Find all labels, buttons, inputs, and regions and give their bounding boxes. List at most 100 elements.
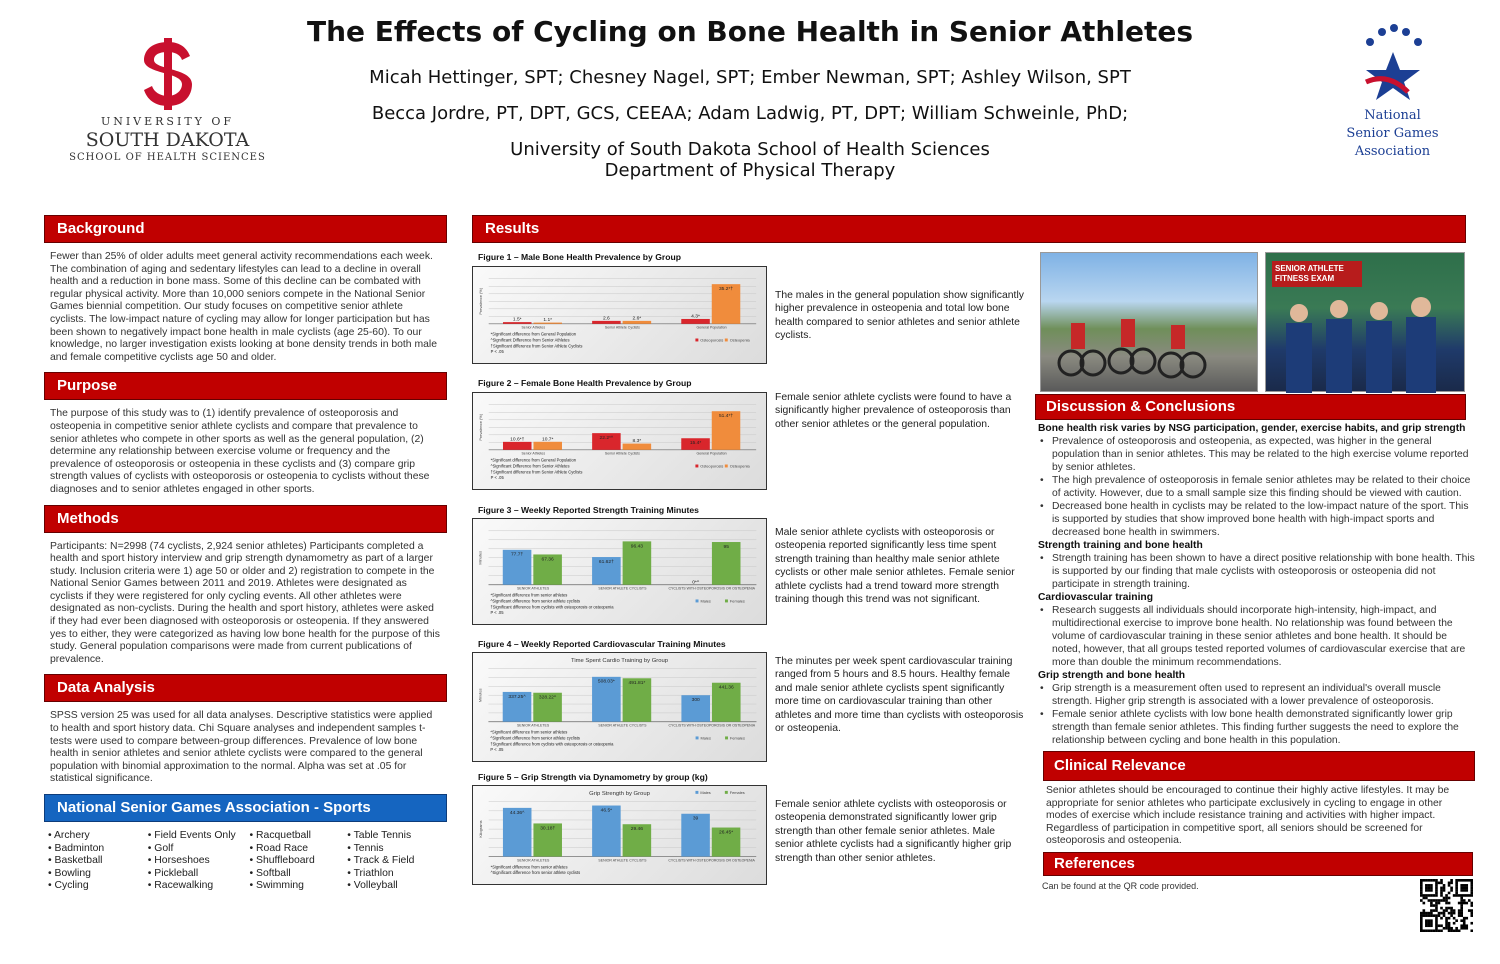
data-analysis-text: SPSS version 25 was used for all data an…	[50, 710, 433, 785]
legend-swatch	[695, 464, 699, 468]
figure-5-chart: Grip Strength by Group Kilograms 44.36^ 30.…	[472, 785, 767, 885]
figure-5-summary: Female senior athlete cyclists with oste…	[775, 799, 1012, 864]
category-label: Senior Athlete Cyclists	[605, 452, 640, 456]
right-column: Discussion & Conclusions Bone health ris…	[1035, 394, 1477, 933]
discussion-body: Bone health risk varies by NSG participa…	[1038, 422, 1477, 747]
bar	[592, 676, 621, 722]
results-heading: Results	[472, 215, 1466, 243]
bar	[592, 433, 621, 450]
data-label: 441.36	[719, 685, 734, 691]
legend-swatch	[724, 338, 728, 342]
team-figures	[1286, 297, 1436, 393]
bar	[533, 692, 562, 722]
bar	[592, 320, 621, 324]
discussion-point: Decreased bone health in cyclists may be…	[1038, 500, 1477, 539]
purpose-text: The purpose of this study was to (1) ide…	[50, 408, 430, 495]
legend-label: Osteopenia	[730, 337, 751, 342]
discussion-point: Female senior athlete cyclists with low …	[1038, 708, 1477, 747]
data-label: 337.25^	[508, 694, 526, 700]
usd-logo-line-2: SOUTH DAKOTA	[85, 129, 250, 151]
y-axis-label: Prevalence (%)	[478, 413, 483, 440]
data-label: 491.81*	[628, 680, 645, 686]
footnote: *Significant difference from senior athl…	[491, 864, 568, 869]
data-label: 67.36	[541, 556, 554, 562]
footnote: ^Significant difference from senior athl…	[490, 598, 580, 603]
legend-label: Females	[730, 735, 745, 740]
figure-2-chart: Prevalence (%) 10.6*† 10.7* Senior Athletes…	[472, 392, 767, 490]
bar	[622, 541, 652, 585]
clinical-relevance-text: Senior athletes should be encouraged to …	[1046, 785, 1450, 847]
references-row: Can be found at the QR code provided.	[1042, 878, 1474, 933]
data-label: 10.7*	[542, 436, 553, 442]
methods-heading: Methods	[44, 504, 447, 533]
footnote: †Significant difference from Senior Athl…	[491, 469, 583, 474]
bar	[681, 813, 710, 857]
figure-1-summary: The males in the general population show…	[775, 290, 1024, 342]
usd-logo: UNIVERSITY OF SOUTH DAKOTA SCHOOL OF HEA…	[55, 38, 280, 168]
figure-1-chart: Prevalence (%) 1.5* 1.1* Senior Athletes 2.6…	[472, 266, 767, 364]
left-column: Background Fewer than 25% of older adult…	[44, 215, 447, 893]
qr-code-icon[interactable]	[1420, 878, 1474, 933]
data-label: 39	[693, 816, 699, 822]
sport-item: Track & Field	[347, 855, 447, 868]
figure-4-caption: Figure 4 – Weekly Reported Cardiovascula…	[478, 639, 726, 649]
sport-item: Pickleball	[148, 868, 250, 881]
data-label: 77.7†	[511, 552, 524, 558]
data-label: 0*^	[692, 579, 700, 585]
bar	[711, 682, 741, 722]
data-label: 1.5*	[513, 317, 522, 323]
sport-item: Archery	[48, 830, 148, 843]
sport-item: Racquetball	[250, 830, 348, 843]
data-label: 96.43	[631, 543, 644, 549]
bar	[711, 284, 741, 324]
nsga-logo-line-1: National	[1364, 108, 1421, 123]
bar	[533, 441, 562, 450]
nsga-logo-line-2: Senior Games	[1346, 126, 1439, 141]
sport-item: Triathlon	[347, 868, 447, 881]
category-label: SENIOR ATHLETE CYCLISTS	[598, 724, 647, 728]
category-label: SENIOR ATHLETES	[517, 587, 550, 591]
figure-5-caption: Figure 5 – Grip Strength via Dynamometry…	[478, 772, 708, 782]
cyclists-figures	[1057, 319, 1207, 379]
data-label: 22.2*^	[600, 435, 614, 441]
bar	[502, 807, 532, 857]
footnote: P < .05	[490, 747, 504, 752]
sport-item: Cycling	[48, 880, 148, 893]
bar	[622, 824, 652, 857]
legend-label: Males	[700, 790, 710, 795]
sport-item: Road Race	[250, 843, 348, 856]
footnote: ^Significant difference from senior athl…	[491, 870, 581, 875]
figure-4-chart: Time Spent Cardio Training by Group Minut…	[472, 652, 767, 762]
data-label: 26.45*	[719, 829, 733, 835]
footnote: P < .05	[490, 610, 504, 615]
y-axis-label: Kilograms	[478, 820, 483, 837]
figure-1-caption: Figure 1 – Male Bone Health Prevalence b…	[478, 252, 681, 262]
footnote: †Significant difference from Senior Athl…	[491, 343, 583, 348]
figure-2-summary: Female senior athlete cyclists were foun…	[775, 392, 1012, 430]
authors-students: Micah Hettinger, SPT; Chesney Nagel, SPT…	[369, 67, 1131, 88]
y-axis-label: Prevalence (%)	[478, 287, 483, 314]
discussion-point: The high prevalence of osteoporosis in f…	[1038, 474, 1477, 500]
category-label: CYCLISTS WITH OSTEOPOROSIS OR OSTEOPENIA	[668, 587, 755, 591]
methods-text: Participants: N=2998 (74 cyclists, 2,924…	[50, 540, 440, 665]
data-label: 4.3*	[691, 314, 700, 320]
data-label: 61.62†	[599, 559, 614, 565]
sport-item: Horseshoes	[148, 855, 250, 868]
chart-title: Time Spent Cardio Training by Group	[571, 658, 669, 664]
discussion-point: Research suggests all individuals should…	[1038, 604, 1477, 669]
footnote: P < .05	[491, 349, 505, 354]
category-label: Senior Athletes	[521, 452, 545, 456]
background-text: Fewer than 25% of older adults meet gene…	[50, 251, 437, 363]
qr-code[interactable]	[1420, 878, 1474, 933]
category-label: CYCLISTS WITH OSTEOPOROSIS OR OSTEOPENIA	[669, 724, 756, 728]
affiliation: University of South Dakota School of Hea…	[510, 139, 990, 160]
data-label: 2.6	[603, 315, 610, 321]
clinical-relevance-heading: Clinical Relevance	[1043, 751, 1475, 781]
legend-swatch	[724, 464, 728, 468]
legend-label: Osteoporosis	[700, 463, 723, 468]
bar	[711, 411, 741, 450]
bar	[502, 322, 532, 324]
footnote: †Significant difference from cyclists wi…	[490, 604, 614, 609]
usd-logo-line-3: SCHOOL OF HEALTH SCIENCES	[69, 152, 266, 163]
figure-3-chart: Minutes 77.7† 67.36 SENIOR ATHLETES 61.62† 96…	[472, 518, 767, 625]
